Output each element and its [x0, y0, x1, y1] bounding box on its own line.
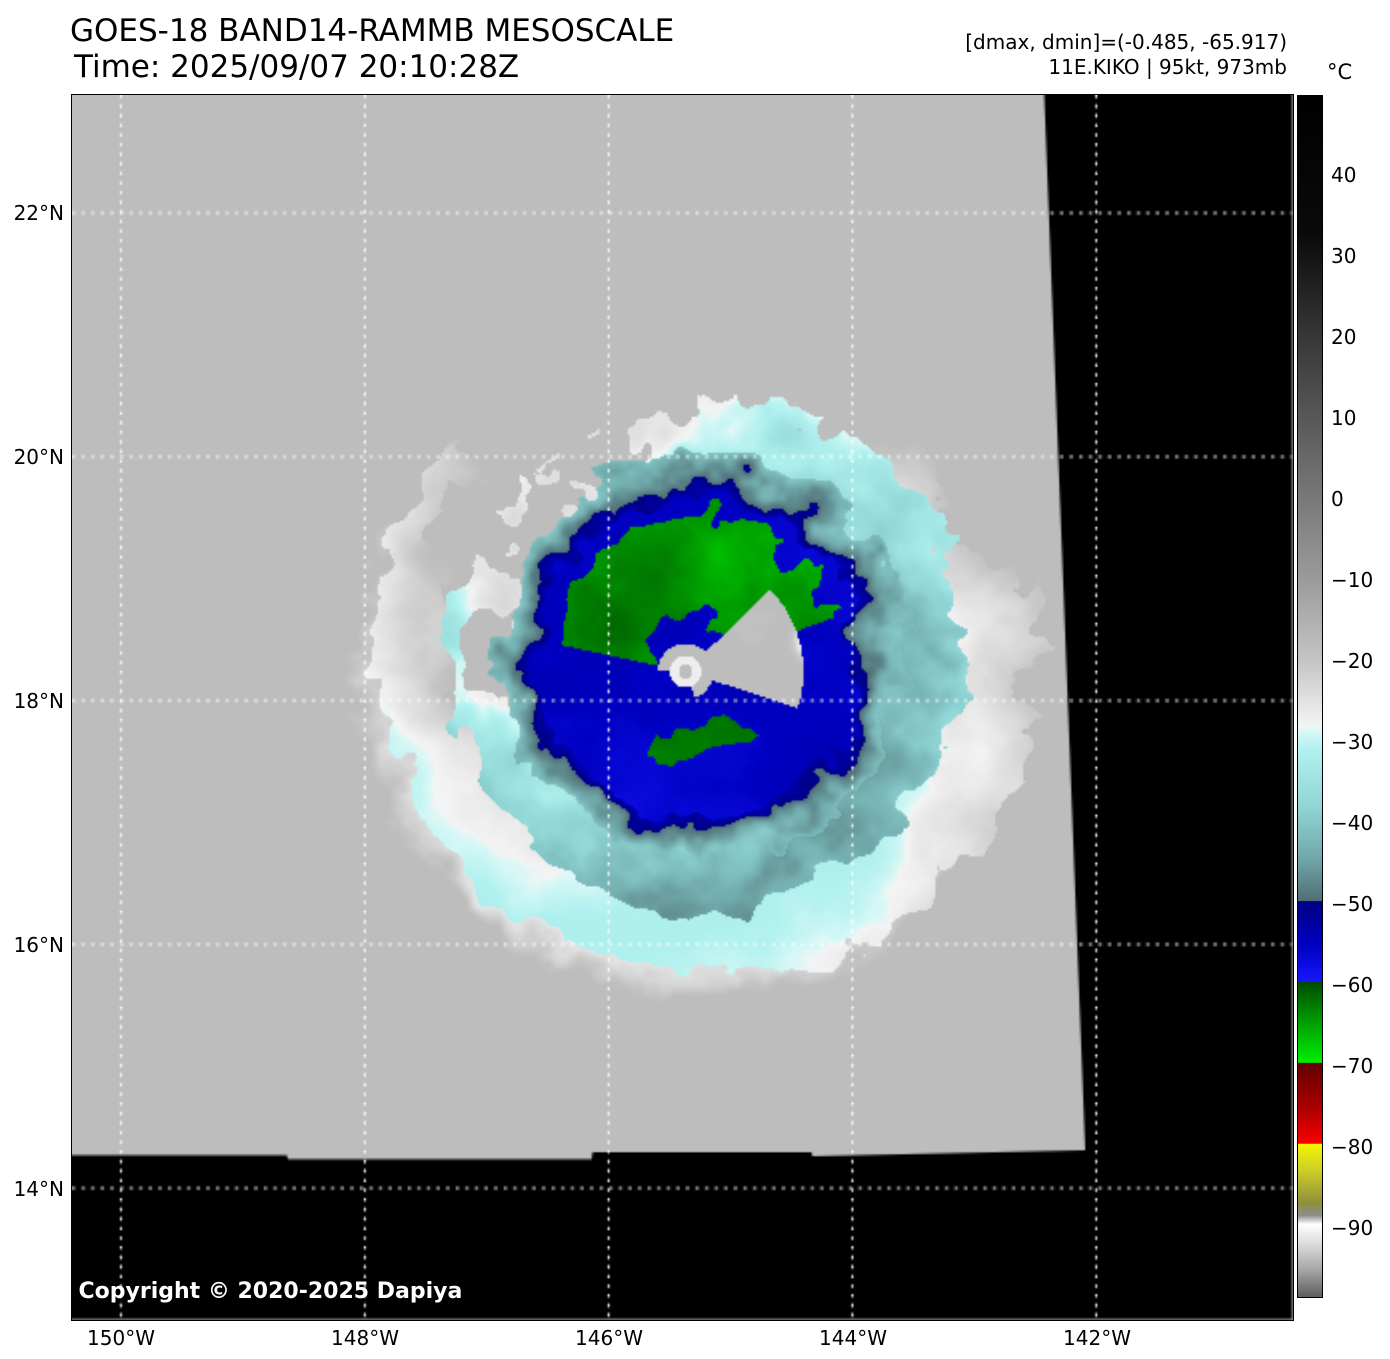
colorbar-tick-label: −40 [1331, 811, 1374, 836]
colorbar-tick-label: −90 [1331, 1216, 1374, 1241]
colorbar-tick-label: 40 [1331, 163, 1357, 188]
lat-tick-label: 18°N [13, 689, 64, 713]
lat-tick-label: 20°N [13, 445, 64, 469]
colorbar-tick-label: −20 [1331, 649, 1374, 674]
lon-tick-label: 146°W [575, 1326, 643, 1350]
colorbar-tick-label: 0 [1331, 487, 1344, 512]
colorbar-tick-label: 30 [1331, 244, 1357, 269]
storm-info-readout: 11E.KIKO | 95kt, 973mb [1048, 55, 1287, 79]
copyright-label: Copyright © 2020-2025 Dapiya [78, 1278, 463, 1304]
lon-tick-label: 142°W [1063, 1326, 1131, 1350]
colorbar-tick-label: −50 [1331, 892, 1374, 917]
colorbar-tick-label: −10 [1331, 568, 1374, 593]
colorbar [1297, 95, 1323, 1298]
colorbar-tick-label: −70 [1331, 1054, 1374, 1079]
map-plot-area: Copyright © 2020-2025 Dapiya [70, 93, 1294, 1321]
lon-tick-label: 150°W [87, 1326, 155, 1350]
header-readouts: [dmax, dmin]=(-0.485, -65.917) 11E.KIKO … [965, 30, 1287, 80]
lon-tick-label: 148°W [331, 1326, 399, 1350]
colorbar-unit-label: °C [1327, 60, 1353, 84]
colorbar-tick-label: 20 [1331, 325, 1357, 350]
lat-tick-label: 22°N [13, 201, 64, 225]
figure-title: GOES-18 BAND14-RAMMB MESOSCALE [70, 13, 675, 49]
colorbar-tick-label: −30 [1331, 730, 1374, 755]
lat-tick-label: 16°N [13, 933, 64, 957]
lat-tick-label: 14°N [13, 1177, 64, 1201]
colorbar-tick-label: −60 [1331, 973, 1374, 998]
satellite-image [71, 94, 1293, 1320]
lon-tick-label: 144°W [819, 1326, 887, 1350]
figure-timestamp: Time: 2025/09/07 20:10:28Z [74, 49, 520, 85]
colorbar-tick-label: 10 [1331, 406, 1357, 431]
dmax-dmin-readout: [dmax, dmin]=(-0.485, -65.917) [965, 30, 1287, 54]
colorbar-tick-label: −80 [1331, 1135, 1374, 1160]
